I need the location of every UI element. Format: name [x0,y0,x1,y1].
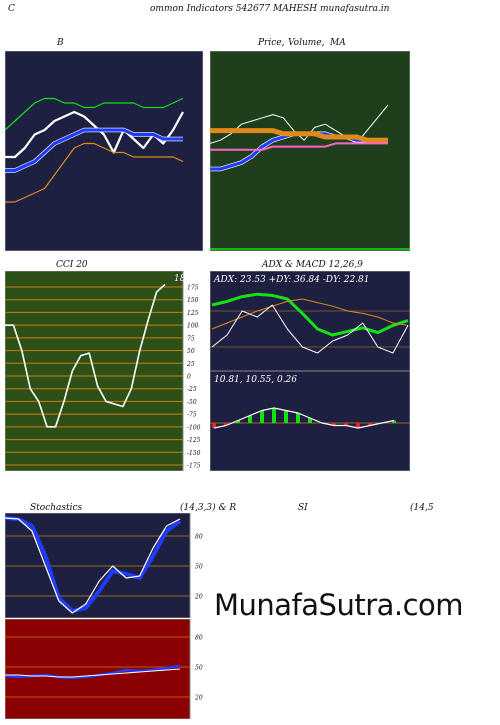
price-bg [209,50,411,252]
bollinger-series-3 [5,142,184,203]
macd-bar [356,423,360,428]
cci-tick-label: -150 [187,450,201,457]
macd-bar [236,420,240,423]
rsi-chart: 80 50 20 [4,618,203,720]
adx-panel: ADX: 23.53 +DY: 36.84 -DY: 22.81 [209,270,411,372]
adx-chart: ADX: 23.53 +DY: 36.84 -DY: 22.81 [209,270,411,372]
price-series-2 [210,128,388,143]
price-title-right: MA [330,38,346,48]
rsi-tick-label: 50 [195,665,203,672]
stoch-tick-label: 20 [194,594,203,601]
stoch-panel: 80 50 20 [4,512,210,619]
stoch-chart: 80 50 20 [4,512,203,619]
rsi-series-1 [5,668,181,678]
bollinger-series-2 [5,128,183,173]
cci-tick-label: 175 [187,285,199,292]
price-title-left: Price, [258,38,285,48]
adx-title: ADX & MACD 12,26,9 [262,260,363,270]
macd-chart: 10.81, 10.55, 0.26 [209,370,411,472]
bollinger-series-1 [4,97,184,131]
cci-line [5,283,166,428]
stoch-title-left: Stochastics [30,503,83,513]
cci-tick-label: 50 [187,348,195,355]
cci-tick-label: -25 [187,386,197,393]
adx-series-1 [211,298,409,330]
macd-bar [392,420,396,423]
bollinger-title: B [57,38,64,48]
macd-line [213,407,395,429]
rsi-tick-label: 20 [194,695,203,702]
macd-bar [344,423,348,426]
adx-series-0 [211,292,409,337]
macd-bar [212,423,216,428]
stoch-tick-label: 80 [195,534,203,541]
cci-tick-label: 150 [187,297,199,304]
macd-bar [308,418,312,423]
macd-bar [248,415,252,423]
rsi-tick-label: 80 [195,635,203,642]
cci-tick-label: 25 [186,361,195,368]
header-c: C [8,4,15,14]
stoch-series-1 [4,517,181,614]
rsi-panel: 80 50 20 [4,618,210,720]
adx-series-2 [211,304,409,354]
cci-value-label: 182 [174,274,191,284]
stoch-title-mid: (14,3,3) & R [180,503,237,513]
macd-bar [332,423,336,426]
cci-tick-label: -50 [187,399,197,406]
cci-tick-label: 0 [187,374,191,381]
cci-tick-label: 75 [187,335,195,342]
brand-watermark: MunafaSutra.com [214,588,464,622]
rsi-title-left: SI [298,503,308,513]
rsi-title-right: (14,5 [410,503,434,513]
bollinger-bg [4,50,204,252]
stoch-tick-label: 50 [195,564,203,571]
price-title-mid: Volume, [288,38,325,48]
macd-panel: 10.81, 10.55, 0.26 [209,370,411,472]
macd-bar [368,423,372,426]
macd-bar [272,408,276,423]
cci-chart: 175 150 125 100 75 50 25 0 -25 -50 -75 -100 -125 -150… [4,270,201,472]
cci-title: CCI 20 [56,260,88,270]
cci-tick-label: -100 [187,424,201,431]
adx-legend: ADX: 23.53 +DY: 36.84 -DY: 22.81 [213,275,370,285]
cci-tick-label: 100 [187,323,199,330]
stoch-series-0 [4,516,182,613]
price-panel [209,50,411,252]
bollinger-panel [4,50,204,252]
macd-bar [296,413,300,423]
price-chart [209,50,411,252]
cci-tick-label: -75 [187,412,197,419]
macd-bar [260,410,264,423]
macd-bar [284,410,288,423]
cci-tick-label: -125 [187,437,201,444]
cci-tick-label: 125 [187,310,199,317]
page-title: ommon Indicators 542677 MAHESH munafasut… [150,4,390,14]
bollinger-chart [4,50,204,252]
cci-tick-label: -175 [187,463,201,470]
price-series-3 [210,142,388,151]
macd-bar [224,423,228,426]
cci-panel: 175 150 125 100 75 50 25 0 -25 -50 -75 -100 -125 -150… [4,270,213,472]
macd-values: 10.81, 10.55, 0.26 [214,375,297,385]
